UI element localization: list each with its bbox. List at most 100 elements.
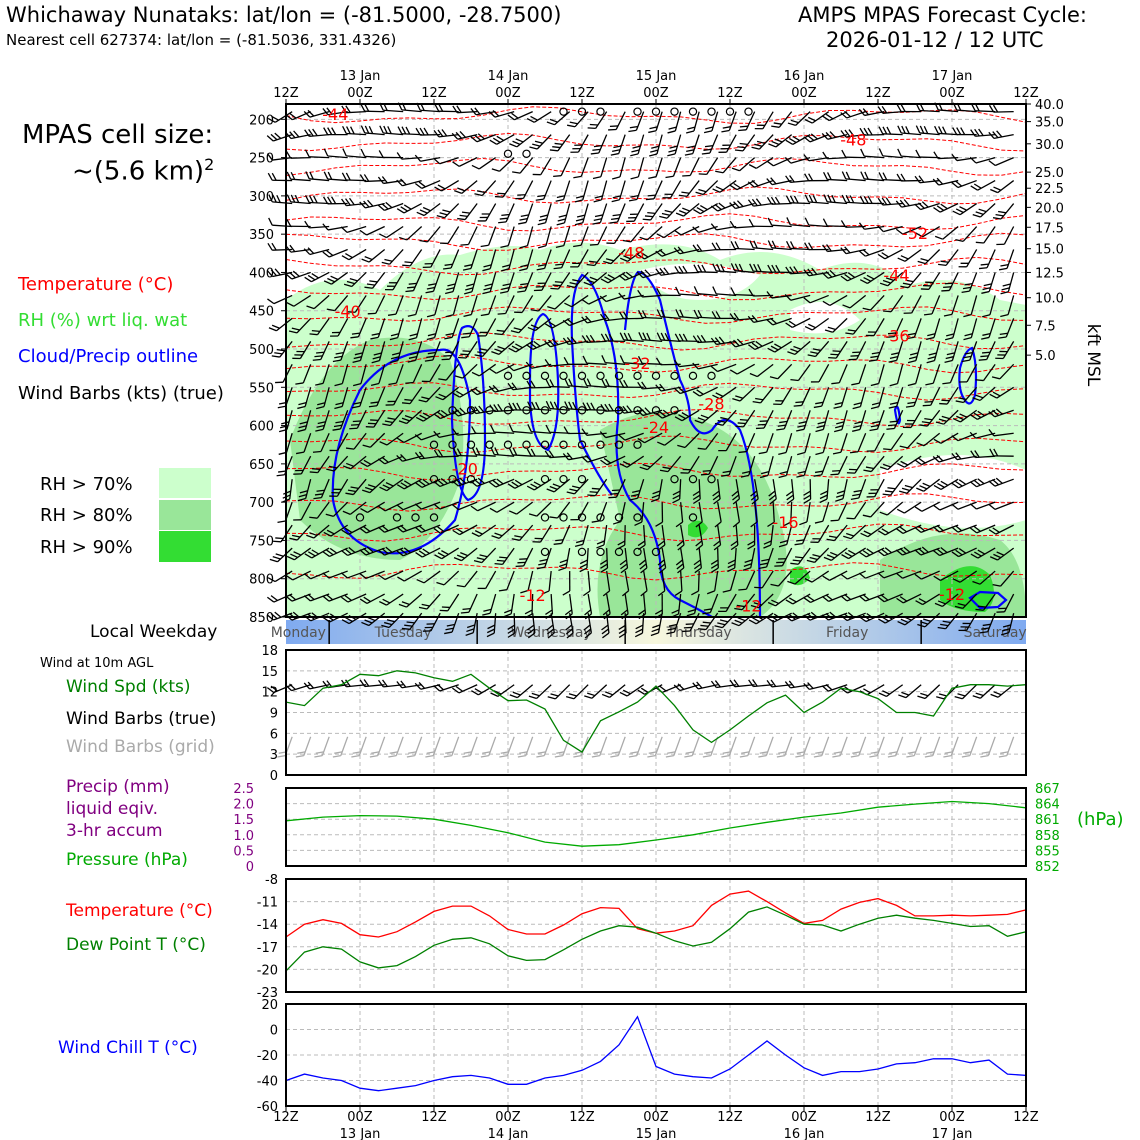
wind-barb <box>674 225 700 236</box>
wind-barb <box>989 386 1015 399</box>
wind-barb <box>996 226 1015 246</box>
wind-barb <box>619 248 645 262</box>
wind-barb <box>706 570 719 595</box>
wind-barb <box>858 248 885 257</box>
wind-barb <box>618 405 644 414</box>
wind-barb <box>433 449 459 458</box>
wind-barb <box>981 318 996 340</box>
top-hour-label: 12Z <box>1013 86 1039 101</box>
wind-barb <box>735 409 756 428</box>
y-tick-label: -8 <box>265 873 278 888</box>
wind-barb <box>914 546 940 556</box>
wind-barb <box>767 502 775 528</box>
wind-barb <box>917 249 941 265</box>
wind-barb <box>896 524 922 535</box>
grid-wind-barb <box>314 736 330 758</box>
wind-barb <box>452 428 478 436</box>
wind-barb <box>537 226 552 249</box>
wind-barb <box>787 111 811 127</box>
wind-barb <box>648 111 663 134</box>
series-line <box>285 670 1027 754</box>
wind-barb <box>693 286 718 297</box>
wind-barb <box>509 134 534 148</box>
temperature-contour-label: -48 <box>618 244 644 263</box>
wind-barb <box>868 341 885 362</box>
wind-barb <box>822 151 848 160</box>
wind-barb <box>322 593 348 602</box>
y-tick-label: -11 <box>257 896 278 911</box>
wind-barb <box>583 271 608 286</box>
wind-barb <box>657 432 682 446</box>
wind-barb <box>803 133 829 143</box>
wind-barb <box>840 570 866 580</box>
wind-barb <box>434 180 460 192</box>
wind-barb <box>359 546 385 556</box>
wind-barb <box>937 249 959 267</box>
wind-barb <box>452 448 478 457</box>
wind-barb <box>266 593 293 603</box>
legend-cloud: Cloud/Precip outline <box>18 346 199 367</box>
wind-barb <box>544 317 570 329</box>
cloud-marker <box>633 107 642 116</box>
wind-barb <box>315 364 330 386</box>
series-line <box>285 1015 1027 1092</box>
wind-barb <box>859 547 885 558</box>
wind-barb <box>866 432 885 452</box>
wind-barb <box>433 129 459 138</box>
wind-barb <box>526 478 552 491</box>
cloud-marker <box>355 513 365 522</box>
wind-barb <box>385 272 404 291</box>
wind-barb <box>665 157 682 179</box>
isotherm-line <box>285 132 1027 152</box>
wind-barb <box>396 547 422 557</box>
wind-barb <box>581 428 607 436</box>
wind-barb <box>727 548 737 573</box>
wind-barb <box>754 570 774 589</box>
wind-barb <box>680 455 700 474</box>
wind-barb <box>351 387 367 409</box>
wind-barb <box>535 180 552 201</box>
wind-barb <box>758 547 774 570</box>
isotherm-line <box>285 462 1027 481</box>
wind-barb <box>933 570 959 582</box>
wind-barb <box>914 524 940 534</box>
wind-barb <box>453 547 478 562</box>
grid-wind-barb <box>665 736 682 758</box>
wind-barb <box>667 134 682 157</box>
wind-barb <box>286 294 312 307</box>
wind-barb <box>517 272 534 293</box>
wind-barb <box>470 133 496 143</box>
wind-barb <box>268 217 293 228</box>
wind-barb <box>494 180 515 198</box>
wind-barb <box>340 546 367 557</box>
wind-barb <box>424 341 441 362</box>
wind-barb <box>866 478 885 498</box>
wind-barb <box>582 378 607 388</box>
rh90-region <box>940 566 994 612</box>
wind-barb <box>937 612 959 630</box>
wind-barb <box>678 180 700 198</box>
wind-barb <box>840 246 866 255</box>
wind-barb <box>731 479 741 505</box>
wind-barb <box>712 263 737 274</box>
wind-barb <box>675 203 700 217</box>
wind-barb <box>718 432 737 452</box>
cell-size-label: MPAS cell size: <box>22 120 214 150</box>
wind-barb <box>766 317 792 326</box>
wind-barb <box>592 203 608 225</box>
precip-tick-label: 1.0 <box>233 829 254 844</box>
cloud-marker <box>392 513 402 522</box>
wind-barb <box>637 289 663 298</box>
wind-barb <box>693 264 718 274</box>
wind-barb <box>655 502 664 527</box>
wind-barb <box>870 364 885 387</box>
wind-barb <box>732 502 741 528</box>
cloud-marker <box>448 474 457 484</box>
wind-barb <box>519 249 534 272</box>
cloud-marker <box>707 371 716 381</box>
wind-barb <box>963 295 978 318</box>
bottom-hour-label: 12Z <box>865 1110 891 1125</box>
wind-barb <box>451 131 478 140</box>
wind-barb <box>693 202 718 215</box>
